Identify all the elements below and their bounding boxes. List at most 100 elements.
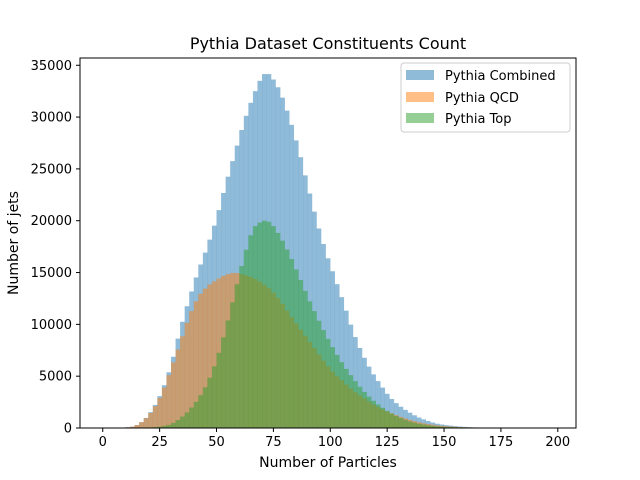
legend-box [400,62,571,133]
histogram-bar [289,259,295,428]
chart-title: Pythia Dataset Constituents Count [190,34,466,53]
y-tick-label: 0 [64,422,72,437]
x-axis-ticks: 0 25 50 75 100 125 150 175 200 [99,428,570,450]
legend: Pythia Combined Pythia QCD Pythia Top [400,62,571,133]
histogram-bar [375,404,381,428]
histogram-bar [234,284,240,428]
histogram-bar [216,352,222,428]
histogram-bar [221,337,226,428]
histogram-bar [166,375,172,428]
legend-label-top: Pythia Top [445,112,512,127]
histogram-bar [416,423,422,428]
histogram-bar [143,418,149,428]
histogram-bar [166,424,172,428]
histogram-bar [275,232,281,428]
histogram-bar [271,226,276,428]
y-tick-label: 30000 [31,111,72,126]
y-tick-label: 10000 [31,318,72,333]
x-tick-label: 50 [208,435,225,450]
histogram-bar [321,330,326,428]
histogram-bar [334,354,340,428]
histogram-bar [184,322,190,428]
histogram-bar [157,397,163,428]
histogram-bar [157,426,163,428]
histogram-bar [175,349,181,428]
histogram-bar [171,422,176,428]
histogram-bar [366,396,372,428]
legend-label-combined: Pythia Combined [445,69,556,84]
histogram-bar [293,269,299,428]
histogram-bar [243,249,249,428]
histogram-bar [161,425,167,428]
legend-swatch-top [406,113,434,123]
histogram-bar [248,235,254,428]
histogram-bars [120,74,558,429]
histogram-bar [302,290,308,428]
histogram-bar [189,311,194,428]
x-tick-label: 75 [265,435,282,450]
histogram-bar [152,406,158,428]
histogram-bar [357,386,363,428]
histogram-bar [371,400,376,428]
histogram-bar [175,420,181,428]
histogram-bar [412,422,417,428]
histogram-bar [362,391,367,428]
histogram-bar [193,301,199,428]
histogram-bar [430,425,436,428]
x-tick-label: 150 [432,435,457,450]
histogram-bar [207,377,213,428]
histogram-bar [139,422,144,428]
histogram-bar [284,249,290,428]
histogram-bar [262,220,267,428]
histogram-bar [421,424,426,428]
histogram-bar [312,311,317,428]
y-tick-label: 5000 [39,370,72,385]
x-axis-label: Number of Particles [259,455,397,471]
histogram-bar [380,407,386,428]
histogram-bar [257,222,263,428]
histogram-bar [211,366,217,428]
histogram-bar [434,426,440,428]
histogram-bar [198,395,204,428]
x-tick-label: 25 [151,435,168,450]
histogram-bar [266,221,272,428]
histogram-bar [239,266,244,428]
histogram-bar [130,426,135,428]
plot-frame [79,57,577,429]
histogram-bar [211,281,217,428]
histogram-bar [171,362,176,428]
histogram-bar [343,368,349,428]
series-2 [148,220,513,428]
y-tick-label: 35000 [31,59,72,74]
histogram-bar [389,413,395,428]
histogram-bar [439,426,445,428]
histogram-bar [316,320,322,428]
histogram-bar [225,320,231,428]
histogram-bar [398,418,404,428]
histogram-bar [407,421,413,428]
histogram-bar [161,387,167,428]
histogram-bar [180,416,185,428]
histogram-bar [348,375,354,428]
legend-swatch-combined [406,70,434,80]
x-tick-label: 0 [99,435,107,450]
histogram-bar [230,302,235,428]
y-tick-label: 15000 [31,266,72,281]
histogram-bar [202,387,208,428]
y-axis-label: Number of jets [6,191,22,295]
histogram-bar [184,412,190,428]
histogram-bar [444,426,449,428]
x-tick-label: 100 [318,435,343,450]
histogram-bar [425,425,431,428]
histogram-bar [198,293,204,428]
histogram-bar [393,415,399,428]
histogram-bar [339,362,345,428]
y-tick-label: 20000 [31,214,72,229]
histogram-bar [330,347,335,428]
histogram-bar [298,280,304,428]
histogram-bar [307,301,313,428]
legend-label-qcd: Pythia QCD [445,91,519,106]
histogram-bar [252,226,258,428]
histogram-bar [353,381,358,428]
